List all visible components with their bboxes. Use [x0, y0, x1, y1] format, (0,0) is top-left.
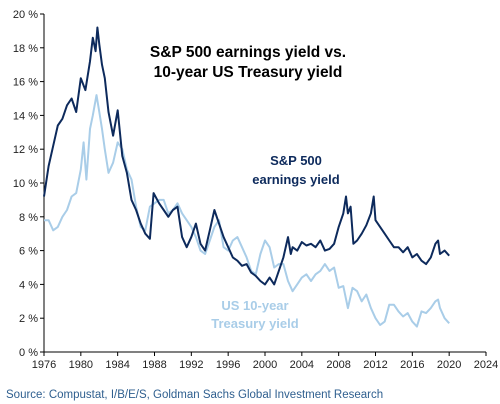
y-tick-label: 16 %	[13, 77, 38, 89]
chart-title-line-1: S&P 500 earnings yield vs.	[150, 44, 346, 61]
y-tick-label: 4 %	[19, 279, 38, 291]
x-tick-label: 1976	[32, 359, 56, 371]
y-tick-label: 6 %	[19, 246, 38, 258]
series-label-treasury-yield-line-1: US 10-year	[221, 298, 288, 313]
series-label-earnings-yield-line-1: S&P 500	[270, 153, 322, 168]
series-label-treasury-yield-line-2: Treasury yield	[211, 316, 298, 331]
x-tick-label: 2024	[474, 359, 498, 371]
x-tick-label: 2016	[400, 359, 424, 371]
x-tick-label: 1996	[216, 359, 240, 371]
series-label-earnings-yield-line-2: earnings yield	[252, 172, 339, 187]
x-tick-label: 2020	[437, 359, 461, 371]
x-tick-label: 1988	[142, 359, 166, 371]
x-tick-label: 2000	[253, 359, 277, 371]
chart-title-line-2: 10-year US Treasury yield	[154, 64, 343, 81]
y-axis-ticks: 0 % 2 % 4 % 6 % 8 % 10 % 12 % 14 % 16 % 18 % 20 %	[13, 9, 44, 359]
x-tick-label: 1984	[105, 359, 129, 371]
x-axis-ticks: 1976 1980 1984 1988 1992 1996 2000 2004 2008 2012…	[32, 352, 498, 371]
y-tick-label: 8 %	[19, 212, 38, 224]
y-tick-label: 20 %	[13, 9, 38, 21]
earnings-yield-line	[43, 26, 450, 286]
y-tick-label: 14 %	[13, 110, 38, 122]
x-tick-label: 2008	[326, 359, 350, 371]
treasury-yield-line	[44, 94, 450, 328]
y-tick-label: 18 %	[13, 43, 38, 55]
y-tick-label: 0 %	[19, 347, 38, 359]
y-tick-label: 10 %	[13, 178, 38, 190]
x-tick-label: 1992	[179, 359, 203, 371]
y-tick-label: 2 %	[19, 313, 38, 325]
y-tick-label: 12 %	[13, 144, 38, 156]
x-tick-label: 2012	[363, 359, 387, 371]
x-tick-label: 2004	[290, 359, 314, 371]
source-note: Source: Compustat, I/B/E/S, Goldman Sach…	[6, 389, 383, 401]
x-tick-label: 1980	[69, 359, 93, 371]
series-lines	[43, 26, 450, 328]
